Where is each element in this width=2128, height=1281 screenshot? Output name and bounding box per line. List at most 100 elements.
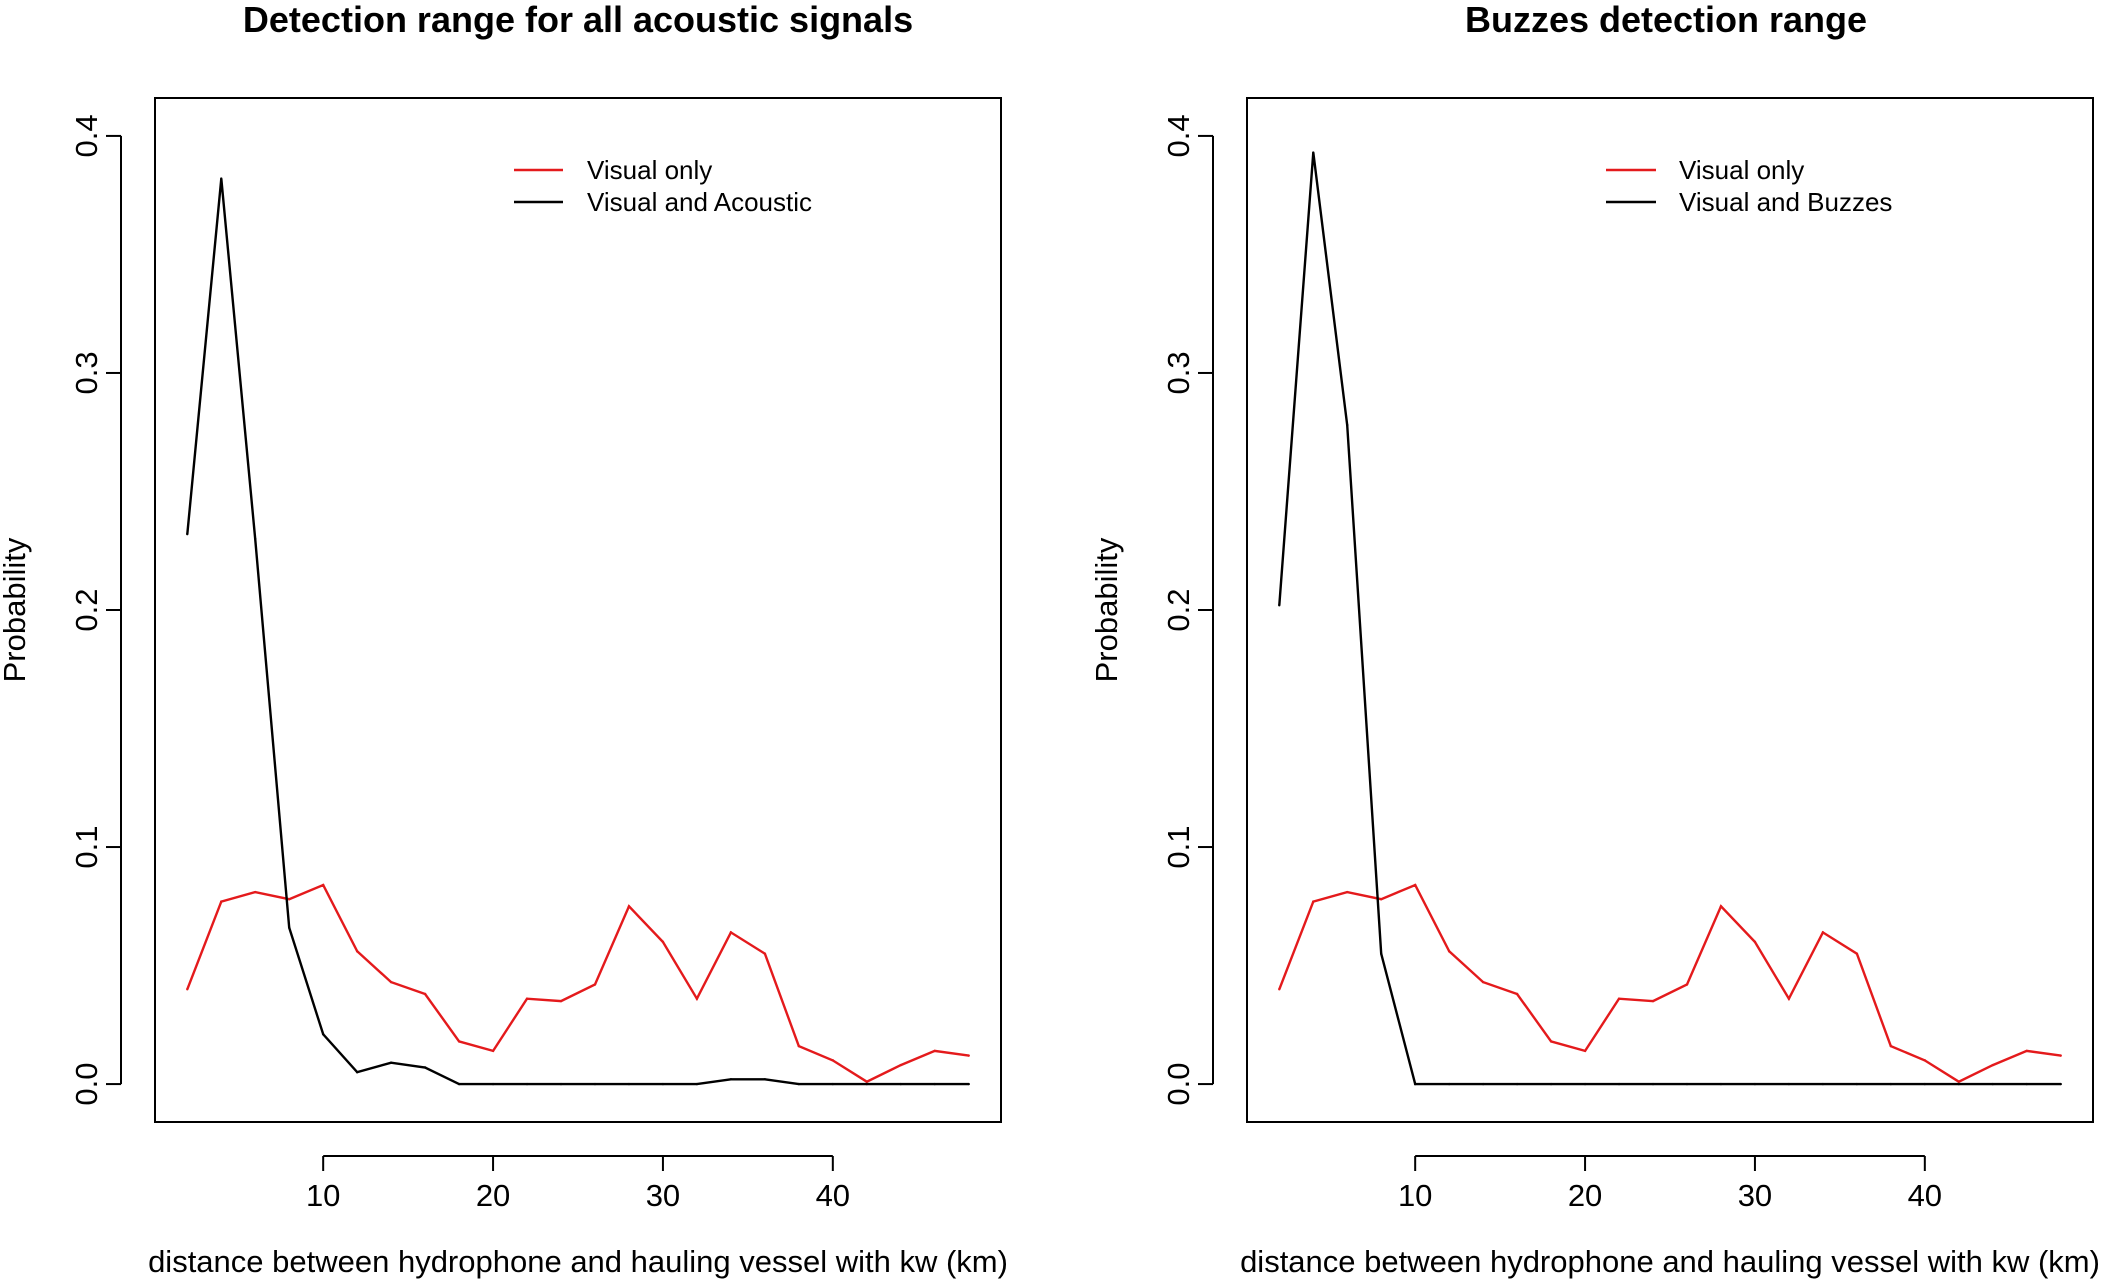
legend-label: Visual only [587,155,712,185]
data-point [593,983,597,986]
x-tick-label: 30 [1738,1178,1772,1213]
data-point [865,1080,868,1083]
data-point [729,1078,733,1081]
data-point [457,1082,461,1086]
y-tick-label: 0.1 [1161,825,1196,868]
data-point [1447,1082,1451,1086]
y-axis-title: Probability [1089,537,1124,682]
x-axis-title: distance between hydrophone and hauling … [1240,1244,2100,1279]
data-point [1617,997,1621,1000]
data-point [933,1082,936,1086]
data-point [627,1082,631,1086]
series-1 [1278,883,2062,1084]
data-point [321,883,325,887]
data-point [1753,1082,1757,1086]
data-point [933,1049,936,1053]
data-point [1413,1082,1417,1086]
data-point [491,1082,495,1086]
x-tick-label: 20 [476,1178,510,1213]
data-point [661,940,665,944]
series-line [1278,883,2061,1084]
data-point [2059,1054,2062,1057]
data-point [423,992,427,996]
y-tick-label: 0.2 [1161,588,1196,631]
data-point [525,997,529,1000]
x-tick-label: 40 [1908,1178,1942,1213]
legend-label: Visual only [1679,155,1804,185]
y-tick-label: 0.0 [1161,1063,1196,1106]
data-point [220,900,223,903]
legend-label: Visual and Acoustic [587,187,812,217]
data-point [1549,1040,1553,1043]
data-point [627,905,631,908]
data-point [661,1082,665,1086]
data-point [1312,151,1315,154]
data-point [389,980,393,984]
data-point [1346,423,1349,427]
data-point [1957,1082,1960,1086]
x-tick-label: 40 [816,1178,850,1213]
data-point [288,926,291,929]
data-point [1753,940,1757,944]
plot-frame [1246,97,2094,1123]
data-point [695,1082,699,1086]
data-point [1821,931,1825,934]
chart-title: Buzzes detection range [1465,0,1867,40]
data-point [967,1054,970,1057]
chart-title: Detection range for all acoustic signals [243,0,913,40]
data-point [1380,897,1383,901]
data-point [355,1071,359,1074]
data-point [1719,905,1723,908]
data-point [763,1078,767,1081]
data-point [1787,997,1791,1000]
data-point [1583,1049,1587,1053]
series-line [186,883,969,1084]
data-point [763,952,767,955]
data-point [1991,1082,1994,1086]
data-point [1685,1082,1689,1086]
data-point [593,1082,597,1086]
data-point [729,931,733,934]
data-point [967,1082,970,1086]
data-point [389,1061,393,1064]
data-point [1855,952,1859,955]
data-point [1346,890,1349,894]
data-point [254,537,257,541]
y-tick-label: 0.4 [1161,114,1196,157]
chart-panel-2: Buzzes detection range 10 20 30 40 distance b… [1089,0,2100,1279]
data-point [525,1082,529,1086]
data-point [695,997,699,1000]
data-point [559,999,563,1003]
y-tick-label: 0.3 [69,351,104,394]
data-point [2059,1082,2062,1086]
data-point [899,1063,902,1067]
data-point [1923,1059,1927,1062]
y-tick-label: 0.1 [69,825,104,868]
data-point [1380,952,1383,955]
data-point [2025,1082,2028,1086]
data-point [1413,883,1417,887]
series-line [1278,152,2061,1086]
y-tick-label: 0.3 [1161,351,1196,394]
chart-panel-1: Detection range for all acoustic signals… [0,0,1008,1279]
data-point [321,1033,325,1036]
series-line [186,178,969,1086]
data-point [831,1082,835,1086]
data-point [423,1066,427,1069]
data-point [1549,1082,1553,1086]
y-tick-label: 0.2 [69,588,104,631]
data-point [1278,988,1281,991]
data-point [1923,1082,1927,1086]
data-point [1821,1082,1825,1086]
x-axis-title: distance between hydrophone and hauling … [148,1244,1008,1279]
data-point [1787,1082,1791,1086]
data-point [1719,1082,1723,1086]
data-point [1651,999,1655,1003]
data-point [1481,980,1485,984]
y-axis-title: Probability [0,537,32,682]
y-tick-label: 0.4 [69,114,104,157]
series-2 [186,177,970,1086]
data-point [1651,1082,1655,1086]
x-tick-label: 20 [1568,1178,1602,1213]
